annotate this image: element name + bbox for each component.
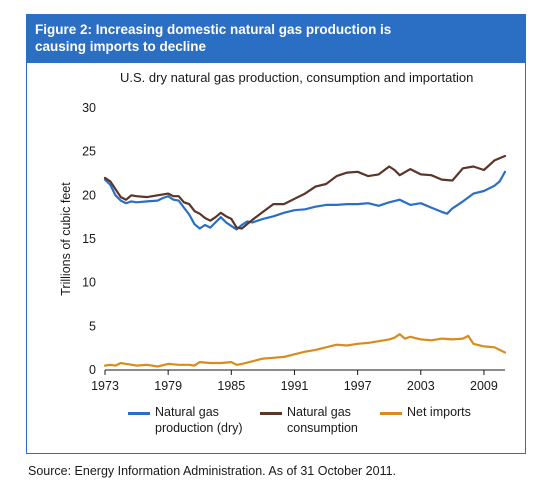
legend-swatch-3 bbox=[380, 412, 402, 415]
y-tick-label: 25 bbox=[82, 145, 96, 159]
x-tick-label: 1997 bbox=[344, 379, 372, 393]
figure-frame: Figure 2: Increasing domestic natural ga… bbox=[26, 14, 526, 454]
series-line-2 bbox=[103, 154, 507, 230]
legend-swatch-2 bbox=[260, 412, 282, 415]
chart-ticks: 0 5 10 15 20 25 30 1973 1979 1985 1991 1997 2003 2009 bbox=[82, 101, 498, 393]
y-tick-label: 5 bbox=[89, 319, 96, 333]
figure-title: Figure 2: Increasing domestic natural ga… bbox=[35, 22, 392, 54]
x-tick-label: 1979 bbox=[154, 379, 182, 393]
x-tick-label: 2003 bbox=[407, 379, 435, 393]
x-tick-label: 1973 bbox=[91, 379, 119, 393]
legend-label-1: Natural gas production (dry) bbox=[155, 405, 243, 435]
y-tick-label: 10 bbox=[82, 276, 96, 290]
x-tick-label: 2009 bbox=[470, 379, 498, 393]
y-tick-label: 20 bbox=[82, 188, 96, 202]
series-line-3 bbox=[103, 333, 507, 368]
y-tick-label: 15 bbox=[82, 232, 96, 246]
figure-header: Figure 2: Increasing domestic natural ga… bbox=[27, 15, 525, 63]
legend-swatch-1 bbox=[128, 412, 150, 415]
chart-title: U.S. dry natural gas production, consump… bbox=[120, 70, 474, 85]
y-tick-label: 0 bbox=[89, 363, 96, 377]
y-tick-label: 30 bbox=[82, 101, 96, 115]
y-axis-label: Trillions of cubic feet bbox=[59, 182, 73, 296]
x-tick-label: 1985 bbox=[217, 379, 245, 393]
chart-series bbox=[103, 154, 507, 368]
legend-label-3: Net imports bbox=[407, 405, 471, 419]
series-line-1 bbox=[103, 170, 507, 231]
source-note: Source: Energy Information Administratio… bbox=[28, 464, 397, 478]
legend-label-2: Natural gas consumption bbox=[287, 405, 358, 435]
x-tick-label: 1991 bbox=[281, 379, 309, 393]
